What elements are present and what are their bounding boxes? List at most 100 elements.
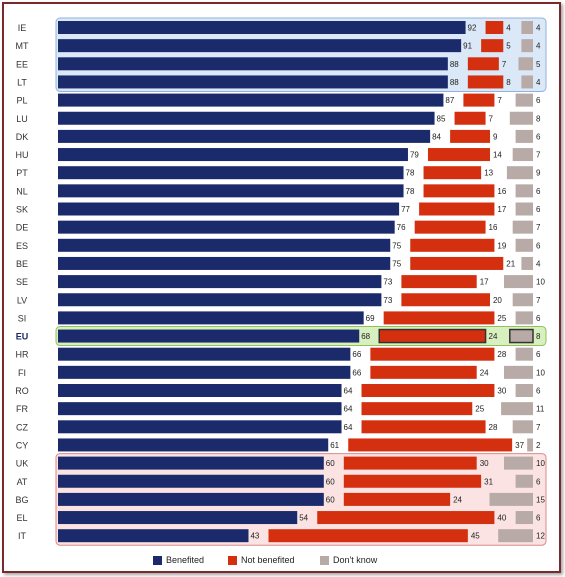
bar-benefited: [58, 256, 391, 270]
bar-dont-know: [506, 166, 533, 180]
category-label: LV: [17, 295, 27, 305]
value-label-not-benefited: 25: [497, 314, 506, 323]
bar-benefited: [58, 111, 435, 125]
value-label-dont-know: 6: [536, 132, 541, 141]
value-label-dont-know: 7: [536, 151, 541, 160]
value-label-dont-know: 15: [536, 495, 545, 504]
bar-not-benefited: [423, 166, 482, 180]
category-label: FR: [16, 404, 28, 414]
bar-dont-know: [498, 529, 533, 543]
bar-dont-know: [515, 474, 533, 488]
value-label-not-benefited: 28: [497, 350, 506, 359]
bar-benefited: [58, 420, 342, 434]
bar-benefited: [58, 220, 395, 234]
value-label-benefited: 61: [330, 441, 339, 450]
value-label-dont-know: 6: [536, 187, 541, 196]
value-label-dont-know: 5: [536, 60, 541, 69]
bar-not-benefited: [343, 456, 477, 470]
value-label-not-benefited: 17: [497, 205, 506, 214]
category-label: LU: [16, 114, 28, 124]
bar-dont-know: [515, 93, 533, 107]
value-label-not-benefited: 14: [493, 151, 502, 160]
bar-benefited: [58, 365, 351, 379]
bar-benefited: [58, 529, 249, 543]
bar-not-benefited: [410, 238, 495, 252]
category-label: SI: [18, 313, 27, 323]
value-label-not-benefited: 28: [489, 423, 498, 432]
value-label-benefited: 78: [406, 187, 415, 196]
category-label: PT: [16, 168, 28, 178]
bar-benefited: [58, 511, 298, 525]
value-label-not-benefited: 5: [506, 42, 511, 51]
bar-benefited: [58, 384, 342, 397]
bar-not-benefited: [370, 347, 495, 361]
bar-benefited: [58, 184, 404, 198]
value-label-not-benefited: 17: [480, 278, 489, 287]
category-label: MT: [16, 41, 29, 51]
bar-dont-know: [518, 57, 533, 71]
value-label-not-benefited: 37: [515, 441, 524, 450]
bar-not-benefited: [383, 311, 495, 325]
value-label-benefited: 60: [326, 477, 335, 486]
bar-benefited: [58, 293, 382, 307]
value-label-not-benefited: 24: [480, 368, 489, 377]
value-label-not-benefited: 7: [497, 96, 502, 105]
bar-not-benefited: [370, 365, 477, 379]
value-label-not-benefited: 20: [493, 296, 502, 305]
value-label-not-benefited: 9: [493, 132, 498, 141]
bar-not-benefited: [467, 75, 504, 89]
value-label-dont-know: 7: [536, 296, 541, 305]
value-label-dont-know: 11: [536, 405, 545, 414]
value-label-benefited: 60: [326, 495, 335, 504]
value-label-not-benefited: 25: [475, 405, 484, 414]
value-label-dont-know: 4: [536, 42, 541, 51]
value-label-not-benefited: 4: [506, 24, 511, 33]
value-label-benefited: 87: [445, 96, 454, 105]
value-label-dont-know: 10: [536, 459, 545, 468]
bar-not-benefited: [419, 202, 495, 216]
value-label-dont-know: 10: [536, 278, 545, 287]
bar-benefited: [58, 474, 324, 488]
legend-item-dont-know: Don't know: [320, 555, 377, 565]
value-label-not-benefited: 7: [489, 114, 494, 123]
category-label: EE: [16, 59, 28, 69]
bar-benefited: [58, 311, 364, 325]
value-label-not-benefited: 31: [484, 477, 493, 486]
value-label-not-benefited: 16: [497, 187, 506, 196]
category-label: BG: [15, 495, 28, 505]
category-label: IT: [18, 531, 27, 541]
value-label-dont-know: 10: [536, 368, 545, 377]
value-label-benefited: 69: [366, 314, 375, 323]
legend-swatch-dont-know: [320, 555, 329, 565]
category-label: FI: [18, 368, 26, 378]
bar-not-benefited: [361, 420, 486, 434]
value-label-not-benefited: 8: [506, 78, 511, 87]
category-label: EL: [16, 513, 27, 523]
value-label-benefited: 88: [450, 60, 459, 69]
bar-benefited: [58, 166, 404, 180]
value-label-not-benefited: 30: [480, 459, 489, 468]
legend-label-benefited: Benefited: [166, 555, 205, 565]
category-label: SE: [16, 277, 28, 287]
bar-not-benefited: [485, 21, 504, 34]
value-label-not-benefited: 13: [484, 169, 493, 178]
category-label: PL: [16, 96, 27, 106]
bar-dont-know: [521, 39, 533, 53]
bar-not-benefited: [427, 148, 490, 162]
category-label: RO: [15, 386, 29, 396]
value-label-benefited: 76: [397, 223, 406, 232]
value-label-not-benefited: 30: [497, 387, 506, 396]
value-label-dont-know: 4: [536, 78, 541, 87]
category-label: LT: [17, 77, 27, 87]
value-label-not-benefited: 19: [497, 241, 506, 250]
bar-dont-know: [515, 311, 533, 325]
bar-not-benefited: [317, 511, 495, 525]
bar-dont-know: [512, 420, 533, 434]
value-label-benefited: 66: [352, 368, 361, 377]
bar-benefited: [58, 129, 431, 143]
value-label-benefited: 54: [299, 514, 308, 523]
bar-benefited: [58, 93, 444, 107]
value-label-benefited: 66: [352, 350, 361, 359]
bar-not-benefited: [268, 529, 468, 543]
